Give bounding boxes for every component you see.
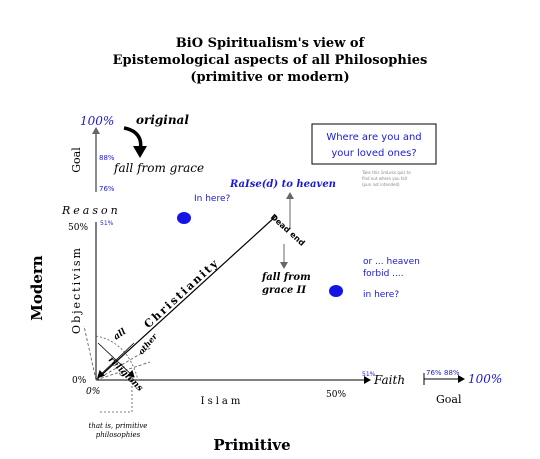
callout-line-2: your loved ones? [331,148,416,159]
fan-line-3 [95,361,151,381]
dead-end-label: Dead end [269,212,307,248]
fall-from-grace-2-line-2: grace II [262,285,306,296]
original-label: original [136,113,189,127]
islam-label: Islam [201,396,244,407]
primitive-note-line-2: philosophies [96,431,141,439]
all-label: all [112,327,129,343]
x-goal-76-pct: 76% [426,369,442,377]
quiz-note-line-2: find out where you fall [362,176,407,181]
other-label: other [136,331,160,357]
x-goal-100-pct: 100% [468,372,502,386]
goal-88-pct: 88% [99,154,115,162]
goal-100-pct: 100% [80,114,114,128]
goal-vertical-label: Goal [70,147,83,173]
quiz-note-line-3: (pun not intended) [362,182,400,187]
y-50-pct: 50% [68,223,88,233]
or-heaven-line-2: forbid .... [363,269,404,279]
primitive-axis-title: Primitive [213,436,290,454]
origin-0-pct-below: 0% [86,387,100,397]
title-line-3: (primitive or modern) [190,70,350,85]
reason-label: Reason [61,204,121,217]
x-51-pct: 51% [362,371,376,378]
x-50-pct: 50% [326,390,346,400]
quiz-note-line-1[interactable]: Take this 1mLess quiz to [361,170,411,175]
fan-line-1 [83,325,97,381]
callout-line-1: Where are you and [326,132,421,143]
x-goal-label: Goal [436,393,462,406]
curved-arrow-head-icon [133,146,147,158]
fall-from-grace-2-line-1: fall from [261,272,311,283]
fan-line-2 [95,346,153,381]
objectivism-label: Objectivism [70,246,83,334]
x-goal-88-pct: 88% [444,369,460,377]
goal-76-pct: 76% [99,185,115,193]
modern-dot [177,212,191,224]
title-line-1: BiO Spiritualism's view of [175,36,365,51]
primitive-note-line-1: that is, primitive [89,422,148,430]
faith-label: Faith [373,373,405,387]
in-here-label-1: In here? [194,194,231,204]
in-here-label-2: in here? [363,290,399,300]
heaven-dot [329,285,343,297]
fall-from-grace-label: fall from grace [113,161,204,175]
title-line-2: Epistemological aspects of all Philosoph… [112,53,428,68]
modern-axis-title: Modern [28,255,46,321]
fan-arc [95,335,139,381]
religions-arrow-2 [97,342,135,378]
christianity-label: Christianity [141,256,221,331]
where-are-you-callout [311,123,437,165]
origin-0-pct-left: 0% [72,376,87,386]
y-51-pct: 51% [100,220,114,227]
or-heaven-line-1: or ... heaven [363,257,420,267]
raised-to-heaven-label: RaIse(d) to heaven [229,179,336,190]
christianity-line [95,215,277,381]
